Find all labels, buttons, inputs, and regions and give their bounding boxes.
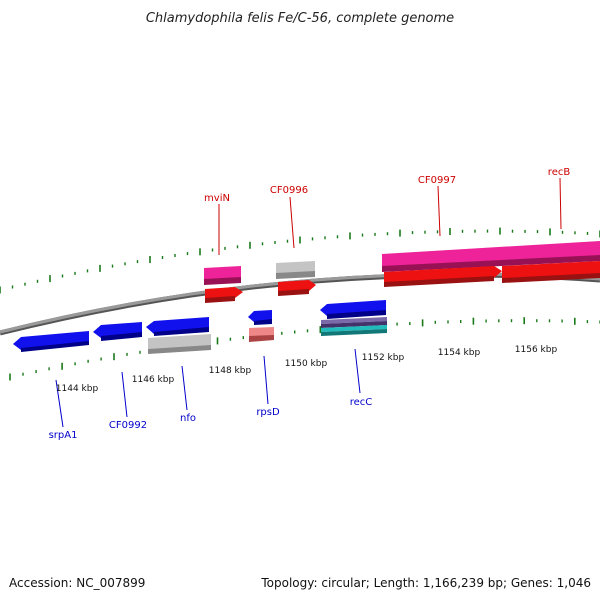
scale-label: 1154 kbp	[438, 348, 481, 358]
scale-labels: 1144 kbp 1146 kbp 1148 kbp 1150 kbp 1152…	[56, 345, 558, 394]
gene-label-recC[interactable]: recC	[350, 397, 373, 408]
feature-pink-long[interactable]	[382, 241, 600, 268]
gene-label-CF0992[interactable]: CF0992	[109, 420, 147, 431]
reverse-labels: srpA1 CF0992 nfo rpsD recC	[49, 348, 373, 441]
scale-label: 1156 kbp	[515, 345, 558, 355]
outer-tick-ring	[0, 227, 600, 294]
feature-pink-mviN[interactable]	[204, 266, 241, 281]
genome-summary-text: Topology: circular; Length: 1,166,239 bp…	[261, 576, 591, 590]
gene-label-CF0996[interactable]: CF0996	[270, 185, 308, 196]
gene-label-rpsD[interactable]: rpsD	[256, 407, 280, 418]
feature-stripe-recC[interactable]	[321, 317, 387, 324]
cds-forward-CF0997[interactable]	[384, 266, 502, 284]
reverse-features	[13, 300, 387, 354]
gene-label-mviN[interactable]: mviN	[204, 193, 230, 204]
map-title: Chlamydophila felis Fe/C-56, complete ge…	[146, 11, 454, 26]
scale-label: 1144 kbp	[56, 384, 99, 394]
gene-label-nfo[interactable]: nfo	[180, 413, 196, 424]
forward-features	[204, 241, 600, 303]
scale-label: 1152 kbp	[362, 353, 405, 363]
cds-reverse-rpsD[interactable]	[248, 310, 272, 322]
scale-label: 1146 kbp	[132, 375, 175, 385]
cds-reverse-srpA1[interactable]	[13, 331, 89, 350]
inner-tick-ring	[9, 317, 600, 381]
scale-label: 1148 kbp	[209, 366, 252, 376]
scale-label: 1150 kbp	[285, 359, 328, 369]
gene-label-srpA1[interactable]: srpA1	[49, 430, 78, 441]
gene-label-recB[interactable]: recB	[548, 167, 571, 178]
accession-text: Accession: NC_007899	[9, 576, 146, 590]
gene-label-CF0997[interactable]: CF0997	[418, 175, 456, 186]
forward-labels: mviN CF0996 CF0997 recB	[204, 167, 570, 255]
